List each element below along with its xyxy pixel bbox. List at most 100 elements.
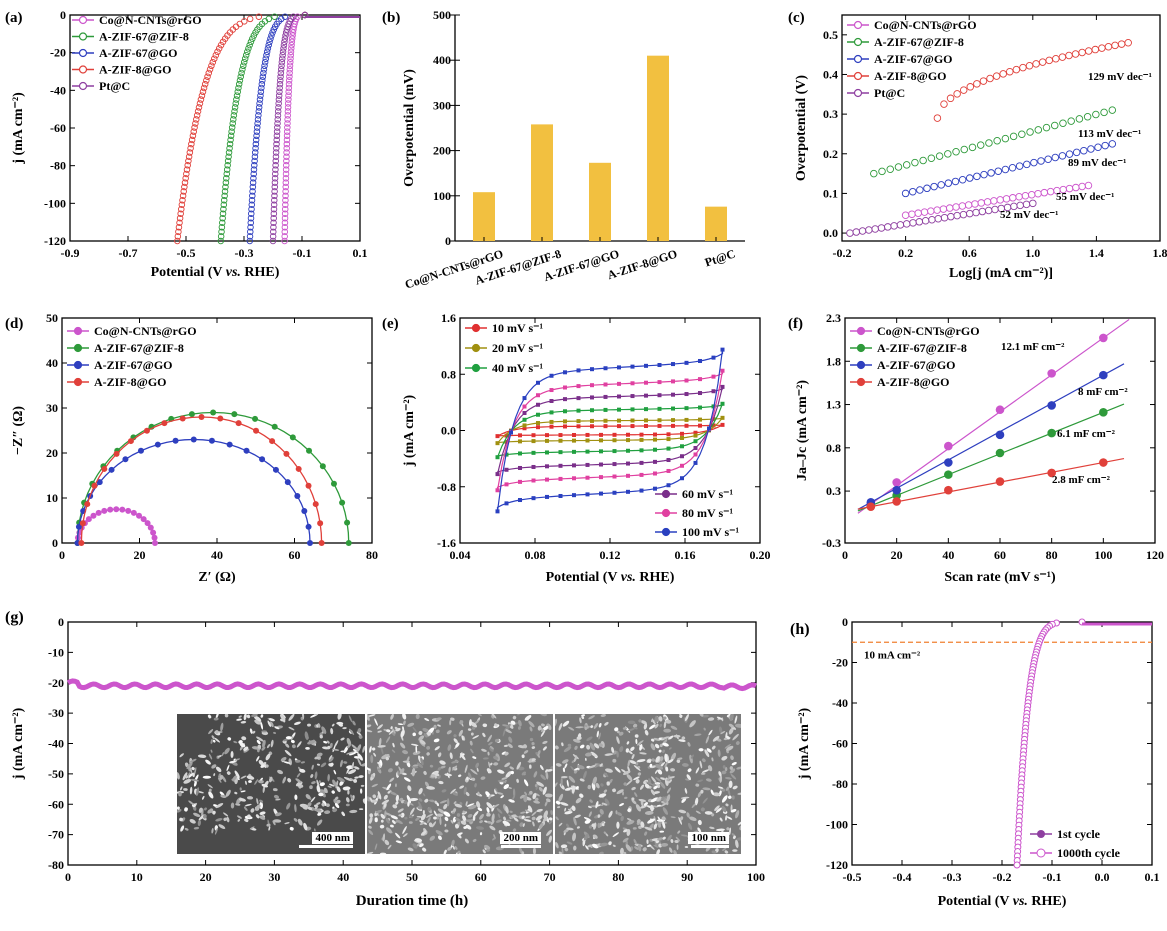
- data-point: [287, 48, 295, 56]
- data-point: [495, 434, 500, 439]
- data-point: [247, 38, 255, 46]
- y-tick-label: -60: [50, 121, 66, 135]
- slope-label: 113 mV dec⁻¹: [1078, 128, 1141, 140]
- y-tick-label: 10: [46, 491, 58, 505]
- legend-marker: [73, 377, 83, 387]
- data-point: [1092, 110, 1100, 119]
- legend-marker: [471, 343, 481, 353]
- data-point: [249, 179, 257, 186]
- x-tick-label: 0.08: [525, 548, 546, 562]
- slope-label: 129 mV dec⁻¹: [1088, 71, 1152, 83]
- data-point: [711, 389, 716, 394]
- sem-texture: [555, 714, 741, 854]
- y-tick-label: -1.6: [437, 536, 456, 550]
- y-tick-label: 20: [46, 446, 58, 460]
- data-point: [262, 55, 270, 62]
- x-tick-label: 0: [65, 870, 71, 884]
- data-point: [269, 237, 277, 245]
- data-point: [190, 436, 197, 443]
- data-point: [172, 437, 179, 444]
- data-point: [284, 124, 291, 131]
- data-point: [1099, 408, 1108, 417]
- data-point: [122, 456, 129, 463]
- data-point: [1051, 153, 1060, 162]
- data-point: [274, 120, 281, 127]
- data-point: [248, 205, 255, 213]
- data-point: [319, 463, 326, 470]
- data-point: [283, 157, 290, 165]
- data-point: [1083, 112, 1092, 121]
- y-tick-label: 0: [842, 615, 848, 629]
- data-point: [263, 48, 271, 56]
- data-point: [287, 51, 294, 59]
- data-point: [657, 393, 662, 398]
- data-point: [223, 175, 230, 182]
- data-point: [283, 136, 291, 144]
- data-point: [671, 392, 675, 397]
- data-point: [330, 480, 337, 487]
- data-point: [221, 192, 228, 200]
- data-point: [630, 381, 635, 386]
- data-point: [585, 492, 590, 497]
- legend-entry: A-ZIF-67@GO: [94, 358, 173, 372]
- legend-marker: [856, 326, 866, 336]
- data-point: [198, 414, 205, 420]
- x-tick-label: -0.1: [1043, 870, 1062, 884]
- fit-line: [857, 403, 1125, 512]
- panel-letter: (e): [382, 316, 399, 332]
- y-tick-label: -20: [48, 676, 64, 690]
- data-point: [287, 55, 294, 62]
- stability-trace: [66, 678, 757, 692]
- data-point: [720, 401, 725, 406]
- data-point: [273, 136, 280, 144]
- data-point: [247, 224, 254, 231]
- x-tick-label: -0.3: [943, 870, 962, 884]
- data-point: [272, 157, 280, 165]
- data-point: [252, 145, 259, 152]
- data-point: [630, 418, 635, 423]
- data-point: [599, 432, 603, 437]
- data-point: [921, 217, 930, 225]
- data-point: [865, 226, 873, 234]
- data-point: [270, 26, 278, 33]
- x-tick-label: 80: [612, 870, 624, 884]
- data-point: [241, 55, 249, 62]
- data-point: [208, 62, 215, 70]
- data-point: [572, 493, 576, 498]
- x-axis-label: Potential (V vs. RHE): [546, 570, 675, 585]
- data-point: [282, 29, 290, 36]
- data-point: [232, 100, 239, 107]
- data-point: [545, 494, 549, 499]
- data-point: [866, 502, 876, 511]
- data-point: [281, 210, 289, 217]
- data-point: [245, 45, 252, 52]
- data-point: [612, 474, 617, 479]
- x-axis-label: Duration time (h): [356, 893, 469, 909]
- legend-marker: [73, 326, 83, 336]
- data-point: [246, 15, 254, 23]
- data-point: [247, 219, 255, 226]
- data-point: [261, 62, 268, 70]
- data-point: [892, 478, 901, 487]
- data-point: [269, 29, 276, 36]
- data-point: [193, 112, 201, 119]
- legend-entry: 10 mV s⁻¹: [492, 321, 543, 335]
- data-point: [221, 188, 229, 195]
- data-point: [242, 51, 250, 59]
- data-point: [274, 116, 281, 123]
- series-line: [76, 508, 156, 544]
- y-tick-label: -80: [50, 159, 66, 173]
- data-point: [590, 408, 594, 413]
- legend-entry: A-ZIF-8@GO: [94, 375, 167, 389]
- data-point: [590, 383, 594, 388]
- data-point: [217, 237, 225, 245]
- y-tick-label: 400: [433, 53, 451, 67]
- data-point: [1009, 194, 1017, 202]
- data-point: [259, 456, 266, 463]
- data-point: [940, 213, 949, 222]
- data-point: [275, 104, 282, 111]
- bar: [647, 55, 669, 242]
- data-point: [288, 38, 296, 46]
- data-point: [892, 485, 901, 495]
- data-point: [1098, 44, 1106, 52]
